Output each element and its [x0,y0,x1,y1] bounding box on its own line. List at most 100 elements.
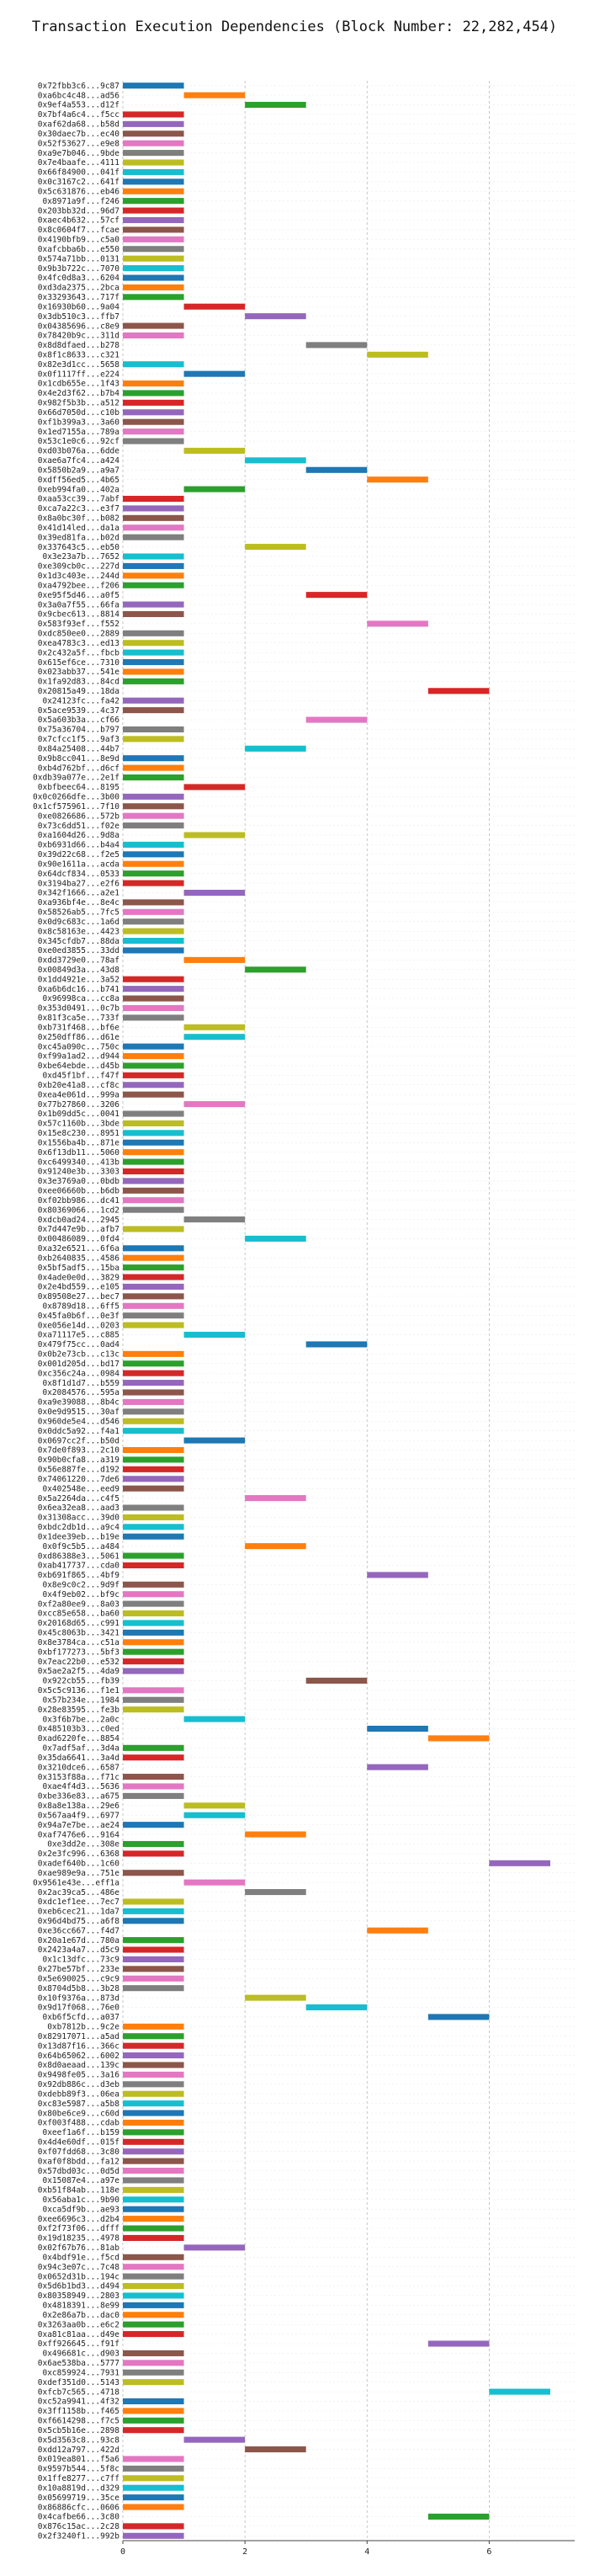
transaction-label: 0x9498fe05...3a16 [38,2071,120,2080]
transaction-label: 0xae989e9a...751e [38,1869,120,1878]
transaction-bar [123,1254,184,1261]
transaction-bar [123,841,184,848]
transaction-bar [123,2216,184,2222]
transaction-bar [123,2484,184,2491]
transaction-label: 0x5ace9539...4c37 [38,706,119,716]
transaction-bar [123,1322,184,1328]
transaction-label: 0x345cfdb7...88da [38,937,119,946]
transaction-bar [123,255,184,262]
transaction-bar [123,2398,184,2405]
transaction-label: 0x574a71bb...0131 [38,254,120,263]
transaction-label: 0x583f93ef...f552 [38,620,119,629]
transaction-bar [123,1139,184,1146]
transaction-label: 0x1fa92d83...84cd [38,678,119,687]
transaction-label: 0xd3da2375...2bca [38,284,119,293]
transaction-label: 0x5bf5adf5...15ba [38,1264,119,1273]
transaction-label: 0x019ea801...f5a6 [38,2455,120,2464]
transaction-bar [183,370,246,377]
transaction-bar [123,1178,184,1184]
transaction-label: 0x5d6b1bd3...d494 [38,2282,120,2291]
transaction-bar [123,899,184,906]
transaction-bar [123,860,184,867]
transaction-label: 0x2ac39ca5...486e [38,1888,120,1897]
transaction-label: 0x250dff86...d61e [38,1033,120,1042]
transaction-bar [123,2379,184,2386]
transaction-bar [123,1389,184,1396]
transaction-bar [123,120,184,127]
transaction-bar [123,428,184,435]
transaction-label: 0xafcbba6b...e550 [38,245,120,254]
transaction-label: 0x5a2264da...c4f5 [38,1494,119,1504]
transaction-bar [123,409,184,416]
transaction-label: 0xea4e061d...999a [38,1090,119,1099]
transaction-label: 0xc859924...7931 [42,2368,119,2377]
transaction-label: 0xaa53cc39...7abf [38,495,119,504]
transaction-label: 0x402548e...eed9 [42,1484,119,1493]
transaction-label: 0xa6b6dc16...b741 [38,985,120,994]
transaction-bar [123,2062,184,2068]
transaction-bar [123,870,184,877]
transaction-bar [123,361,184,368]
transaction-bar [123,2206,184,2212]
transaction-label: 0x5a603b3a...cf66 [38,716,120,725]
transaction-bar [123,1706,184,1713]
transaction-label: 0xdd3729e0...78af [38,956,119,966]
transaction-label: 0x8f1d1d7...b559 [42,1379,119,1388]
x-axis-ticks: 0 2 4 6 [120,2540,575,2557]
transaction-label: 0xbf177273...5bf3 [38,1647,119,1657]
transaction-bar [123,640,184,647]
transaction-label: 0xb2640835...4586 [38,1253,120,1263]
transaction-bar [123,1658,184,1665]
transaction-bar [123,2254,184,2260]
transaction-label: 0xa4792bee...f206 [38,581,120,590]
transaction-label: 0x960de5e4...d546 [38,1417,120,1426]
transaction-bar [123,2321,184,2328]
transaction-bar [123,140,184,146]
transaction-label: 0xdef351d0...5143 [38,2378,119,2387]
transaction-label: 0x7eac22b0...e532 [38,1658,119,1667]
transaction-label: 0x28e83595...fe3b [38,1706,120,1715]
transaction-label: 0x64dcf834...0533 [38,870,119,879]
transaction-label: 0x001d205d...bd17 [38,1360,119,1369]
transaction-label: 0x337643c5...eb50 [38,543,120,552]
transaction-label: 0x2e86a7b...dac0 [42,2311,119,2320]
transaction-bar [427,688,490,695]
transaction-bar [123,2234,184,2241]
transaction-label: 0xb20e41a8...cf8c [38,1081,119,1090]
transaction-label: 0x4d4e60df...015f [38,2138,119,2148]
transaction-label: 0xb7812b...9c2e [47,2023,119,2032]
transaction-bar [123,928,184,934]
transaction-label: 0x73c6dd51...f02e [38,822,120,831]
transaction-bar [123,812,184,819]
transaction-bar [123,1908,184,1914]
transaction-bar [123,1187,184,1194]
transaction-label: 0x7de0f893...2c10 [38,1446,120,1456]
transaction-label: 0x6f13db11...5060 [38,1148,120,1158]
transaction-bar [123,207,184,214]
transaction-bar [123,2100,184,2107]
transaction-label: 0x82917071...a5ad [38,2032,119,2041]
transaction-bar [123,2023,184,2030]
transaction-bar [123,226,184,233]
transaction-label: 0x353d0491...0c7b [38,1004,120,1014]
transaction-label: 0x6ea32ea8...aad3 [38,1504,119,1513]
transaction-bar [123,2148,184,2155]
transaction-bar [183,1879,246,1886]
transaction-label: 0x4f9eb02...bf9c [42,1590,119,1599]
transaction-bar [123,332,184,339]
transaction-label: 0x96d4bd75...a6f8 [38,1917,120,1926]
transaction-bar [123,168,184,175]
transaction-label: 0x9597b544...5f8c [38,2465,119,2474]
transaction-bar [123,1398,184,1405]
transaction-bar [123,678,184,684]
transaction-label: 0x20815a49...18da [38,687,119,696]
transaction-bar [123,2186,184,2193]
transaction-bar [123,1293,184,1300]
transaction-bar [123,1620,184,1626]
transaction-bar [123,2369,184,2376]
transaction-label: 0x16930b60...9a04 [38,302,120,311]
transaction-label: 0x8f1c8633...c321 [38,351,120,360]
transaction-bar [123,2427,184,2434]
transaction-label: 0x3194ba27...e2f6 [38,879,120,888]
transaction-bar [367,1725,428,1732]
